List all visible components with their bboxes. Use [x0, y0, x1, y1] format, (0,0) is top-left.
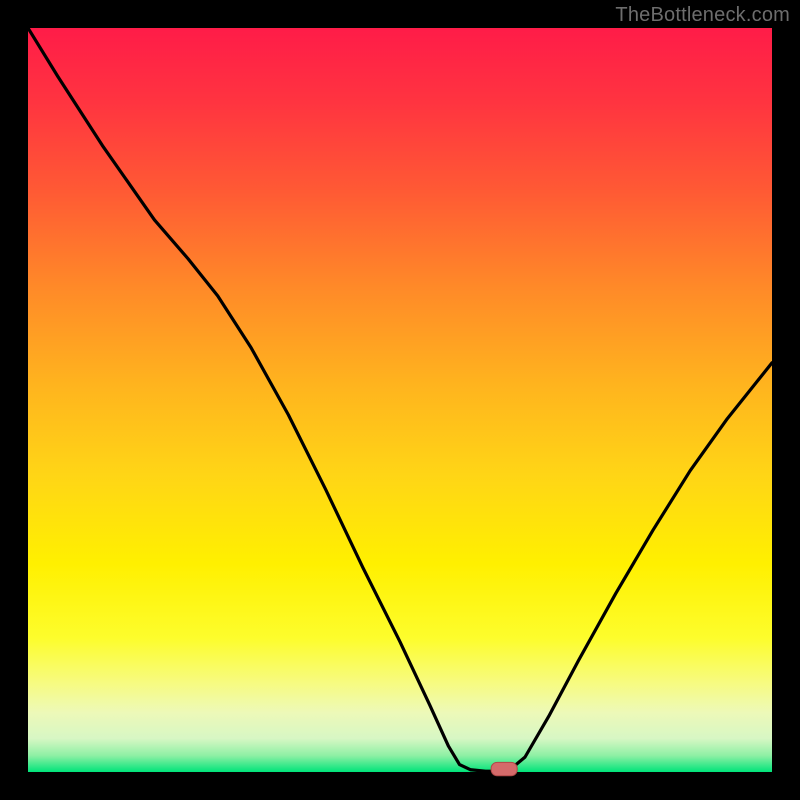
bottleneck-chart: [0, 0, 800, 800]
chart-container: TheBottleneck.com: [0, 0, 800, 800]
plot-area: [28, 28, 772, 776]
optimum-marker: [491, 762, 517, 775]
gradient-rect: [28, 28, 772, 772]
watermark-text: TheBottleneck.com: [615, 4, 790, 27]
